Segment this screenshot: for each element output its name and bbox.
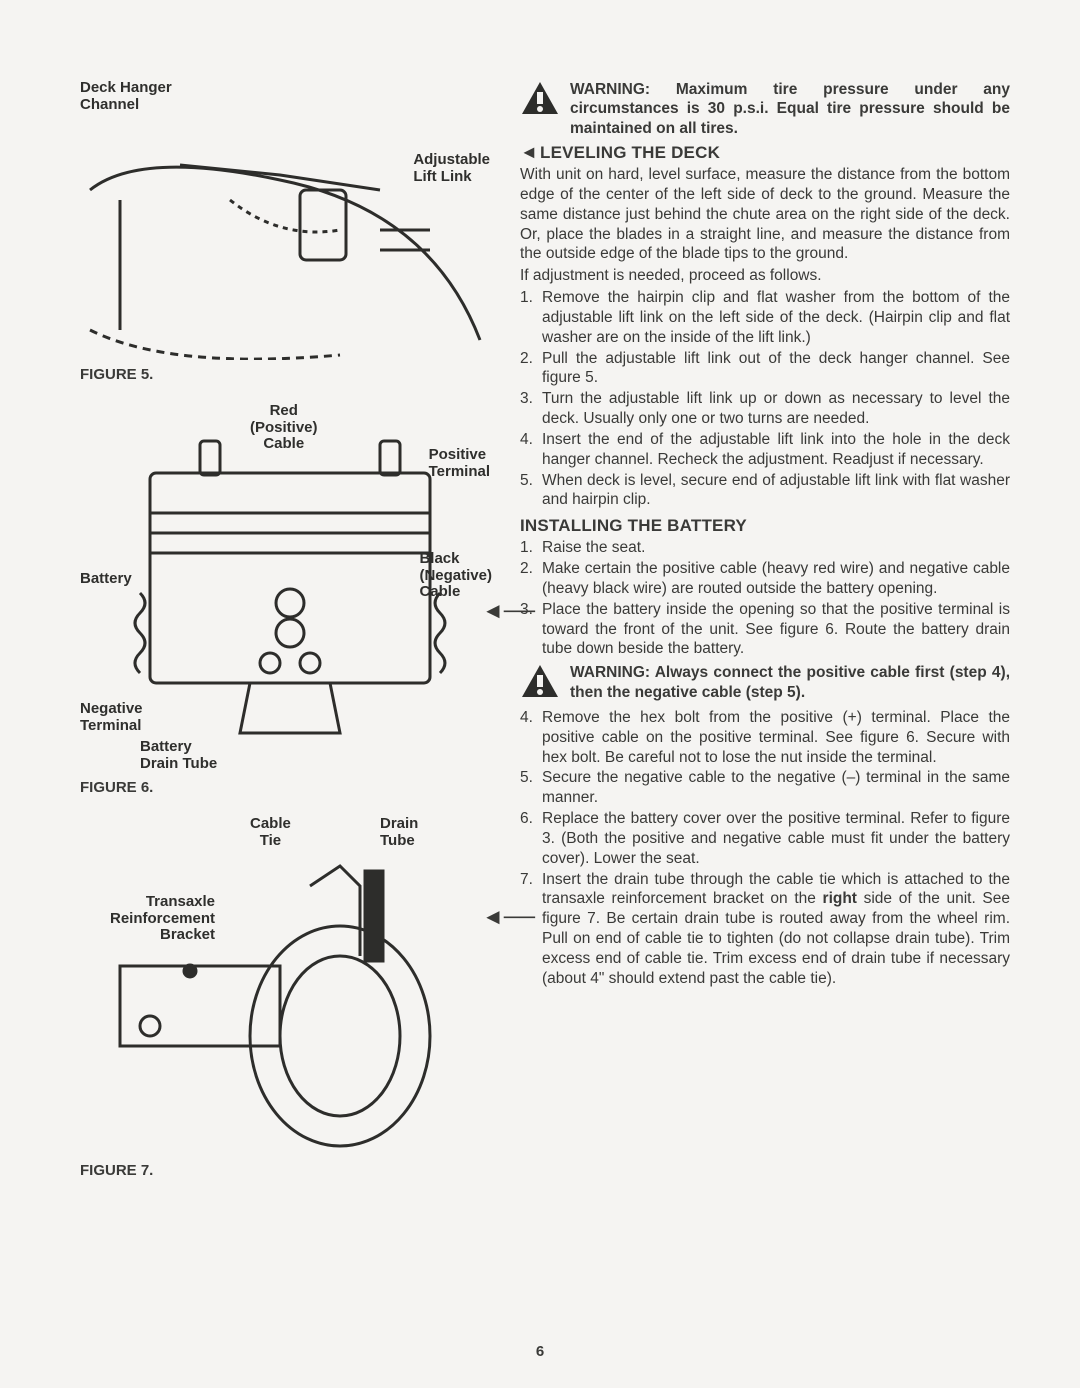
deck-diagram-icon <box>80 80 490 360</box>
warning-tire-pressure: WARNING: Maximum tire pressure under any… <box>520 80 1010 138</box>
figures-column: Deck Hanger Channel Adjustable Lift Link… <box>80 80 490 1197</box>
label-drain-tube7: Drain Tube <box>380 816 418 849</box>
warning-icon <box>520 663 560 701</box>
battery-steps-b: Remove the hex bolt from the positive (+… <box>520 708 1010 989</box>
warning-tire-text: WARNING: Maximum tire pressure under any… <box>570 80 1010 138</box>
list-item-text: Insert the drain tube through the cable … <box>542 871 1010 987</box>
leveling-steps: Remove the hairpin clip and flat washer … <box>520 288 1010 510</box>
label-red-cable: Red (Positive) Cable <box>250 403 318 453</box>
figure-6-caption: FIGURE 6. <box>80 779 490 796</box>
list-item: Secure the negative cable to the negativ… <box>542 768 1010 808</box>
label-bracket: Transaxle Reinforcement Bracket <box>110 894 215 944</box>
list-item: When deck is level, secure end of adjust… <box>542 471 1010 511</box>
label-cable-tie: Cable Tie <box>250 816 291 849</box>
arrow-left-icon: ◄── <box>482 906 535 928</box>
label-deck-hanger: Deck Hanger Channel <box>80 80 172 113</box>
list-item: Turn the adjustable lift link up or down… <box>542 389 1010 429</box>
arrow-left-icon: ◄ <box>520 142 538 162</box>
figure-6: Red (Positive) Cable Positive Terminal B… <box>80 403 490 796</box>
label-black-cable: Black (Negative) Cable <box>419 551 492 601</box>
label-neg-terminal: Negative Terminal <box>80 701 143 734</box>
leveling-intro2: If adjustment is needed, proceed as foll… <box>520 266 1010 286</box>
list-item-text: Place the battery inside the opening so … <box>542 601 1010 658</box>
list-item: Make certain the positive cable (heavy r… <box>542 559 1010 599</box>
label-drain-tube: Battery Drain Tube <box>140 739 217 772</box>
list-item: Replace the battery cover over the posit… <box>542 809 1010 868</box>
figure-5: Deck Hanger Channel Adjustable Lift Link… <box>80 80 490 383</box>
warning-icon <box>520 80 560 118</box>
list-item: ◄── Place the battery inside the opening… <box>542 600 1010 659</box>
label-battery: Battery <box>80 571 132 588</box>
list-item: ◄── Insert the drain tube through the ca… <box>542 870 1010 989</box>
list-item: Remove the hairpin clip and flat washer … <box>542 288 1010 347</box>
figure-7: Cable Tie Drain Tube Transaxle Reinforce… <box>80 816 490 1179</box>
list-item: Pull the adjustable lift link out of the… <box>542 349 1010 389</box>
label-adjustable-lift: Adjustable Lift Link <box>413 152 490 185</box>
label-positive-terminal: Positive Terminal <box>429 447 490 480</box>
heading-leveling: ◄LEVELING THE DECK <box>520 142 1010 163</box>
transaxle-diagram-icon <box>80 816 490 1156</box>
page-number: 6 <box>536 1343 544 1360</box>
warning-positive-first: WARNING: Always connect the positive cab… <box>520 663 1010 702</box>
list-item: Remove the hex bolt from the positive (+… <box>542 708 1010 767</box>
battery-steps-a: Raise the seat. Make certain the positiv… <box>520 538 1010 659</box>
list-item: Insert the end of the adjustable lift li… <box>542 430 1010 470</box>
text-column: WARNING: Maximum tire pressure under any… <box>520 80 1010 1197</box>
heading-leveling-text: LEVELING THE DECK <box>540 143 720 162</box>
figure-5-caption: FIGURE 5. <box>80 366 490 383</box>
leveling-intro: With unit on hard, level surface, measur… <box>520 165 1010 264</box>
warning-positive-text: WARNING: Always connect the positive cab… <box>570 663 1010 702</box>
figure-7-caption: FIGURE 7. <box>80 1162 490 1179</box>
arrow-left-icon: ◄── <box>482 600 535 622</box>
list-item: Raise the seat. <box>542 538 1010 558</box>
heading-battery: INSTALLING THE BATTERY <box>520 516 1010 536</box>
